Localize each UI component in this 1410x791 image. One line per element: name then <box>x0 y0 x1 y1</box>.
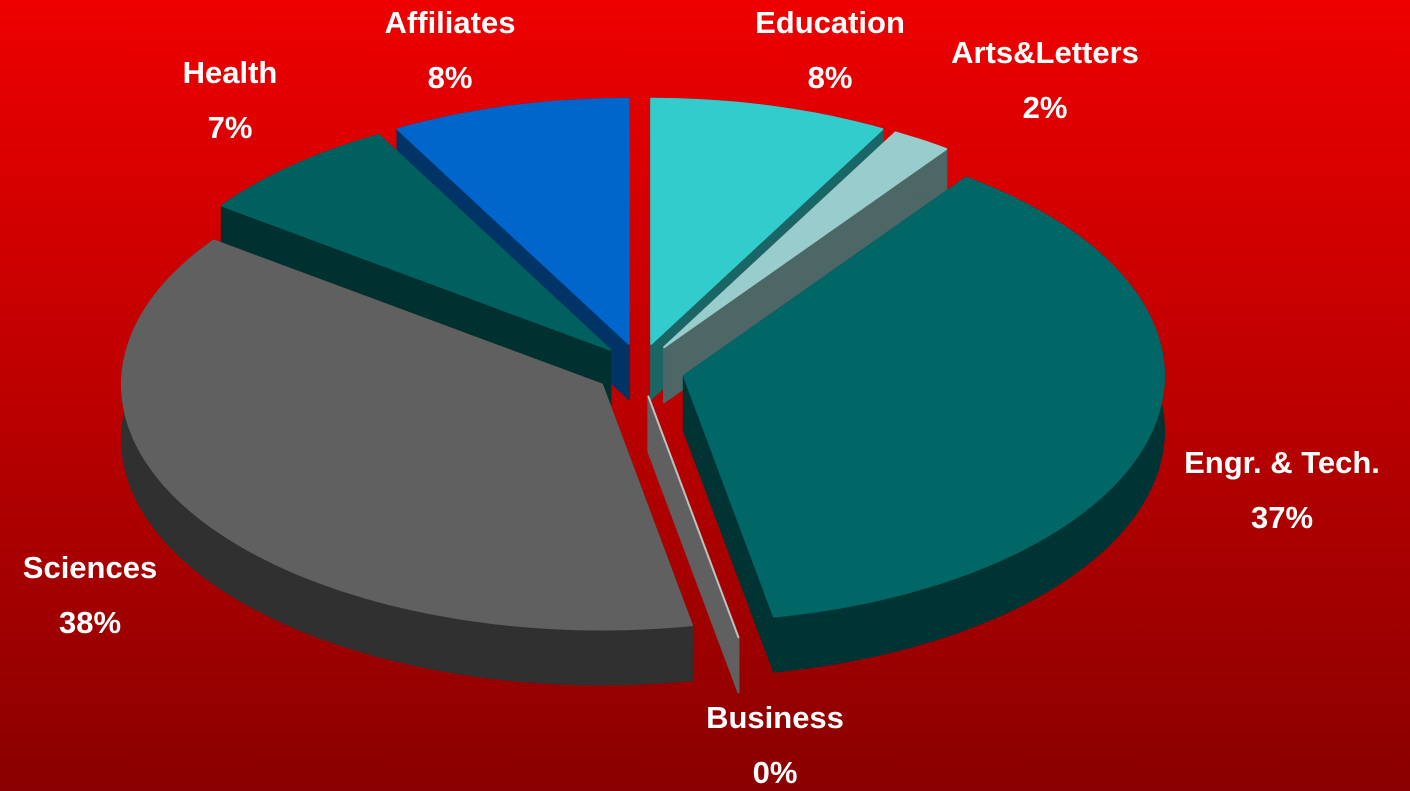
slice-value-label: 37% <box>1251 500 1313 535</box>
slice-value-label: 8% <box>808 60 853 95</box>
slice-top <box>650 97 884 345</box>
slice-label: Education <box>755 5 905 40</box>
slice-value-label: 8% <box>428 60 473 95</box>
slice-top <box>663 131 948 349</box>
slice-value-label: 38% <box>59 605 121 640</box>
slice-top <box>220 134 612 351</box>
slice-value-label: 2% <box>1023 90 1068 125</box>
slice-top <box>396 97 630 345</box>
slice-top <box>647 395 740 639</box>
slice-label: Affiliates <box>385 5 516 40</box>
slice-value-label: 0% <box>753 755 798 790</box>
slice-label: Sciences <box>23 550 157 585</box>
slice-label: Business <box>706 700 844 735</box>
slice-label: Arts&Letters <box>951 35 1139 70</box>
slice-value-label: 7% <box>208 110 253 145</box>
slice-top <box>682 176 1165 618</box>
slice-label: Health <box>183 55 278 90</box>
slice-top <box>121 239 693 631</box>
slice-label: Engr. & Tech. <box>1184 445 1380 480</box>
